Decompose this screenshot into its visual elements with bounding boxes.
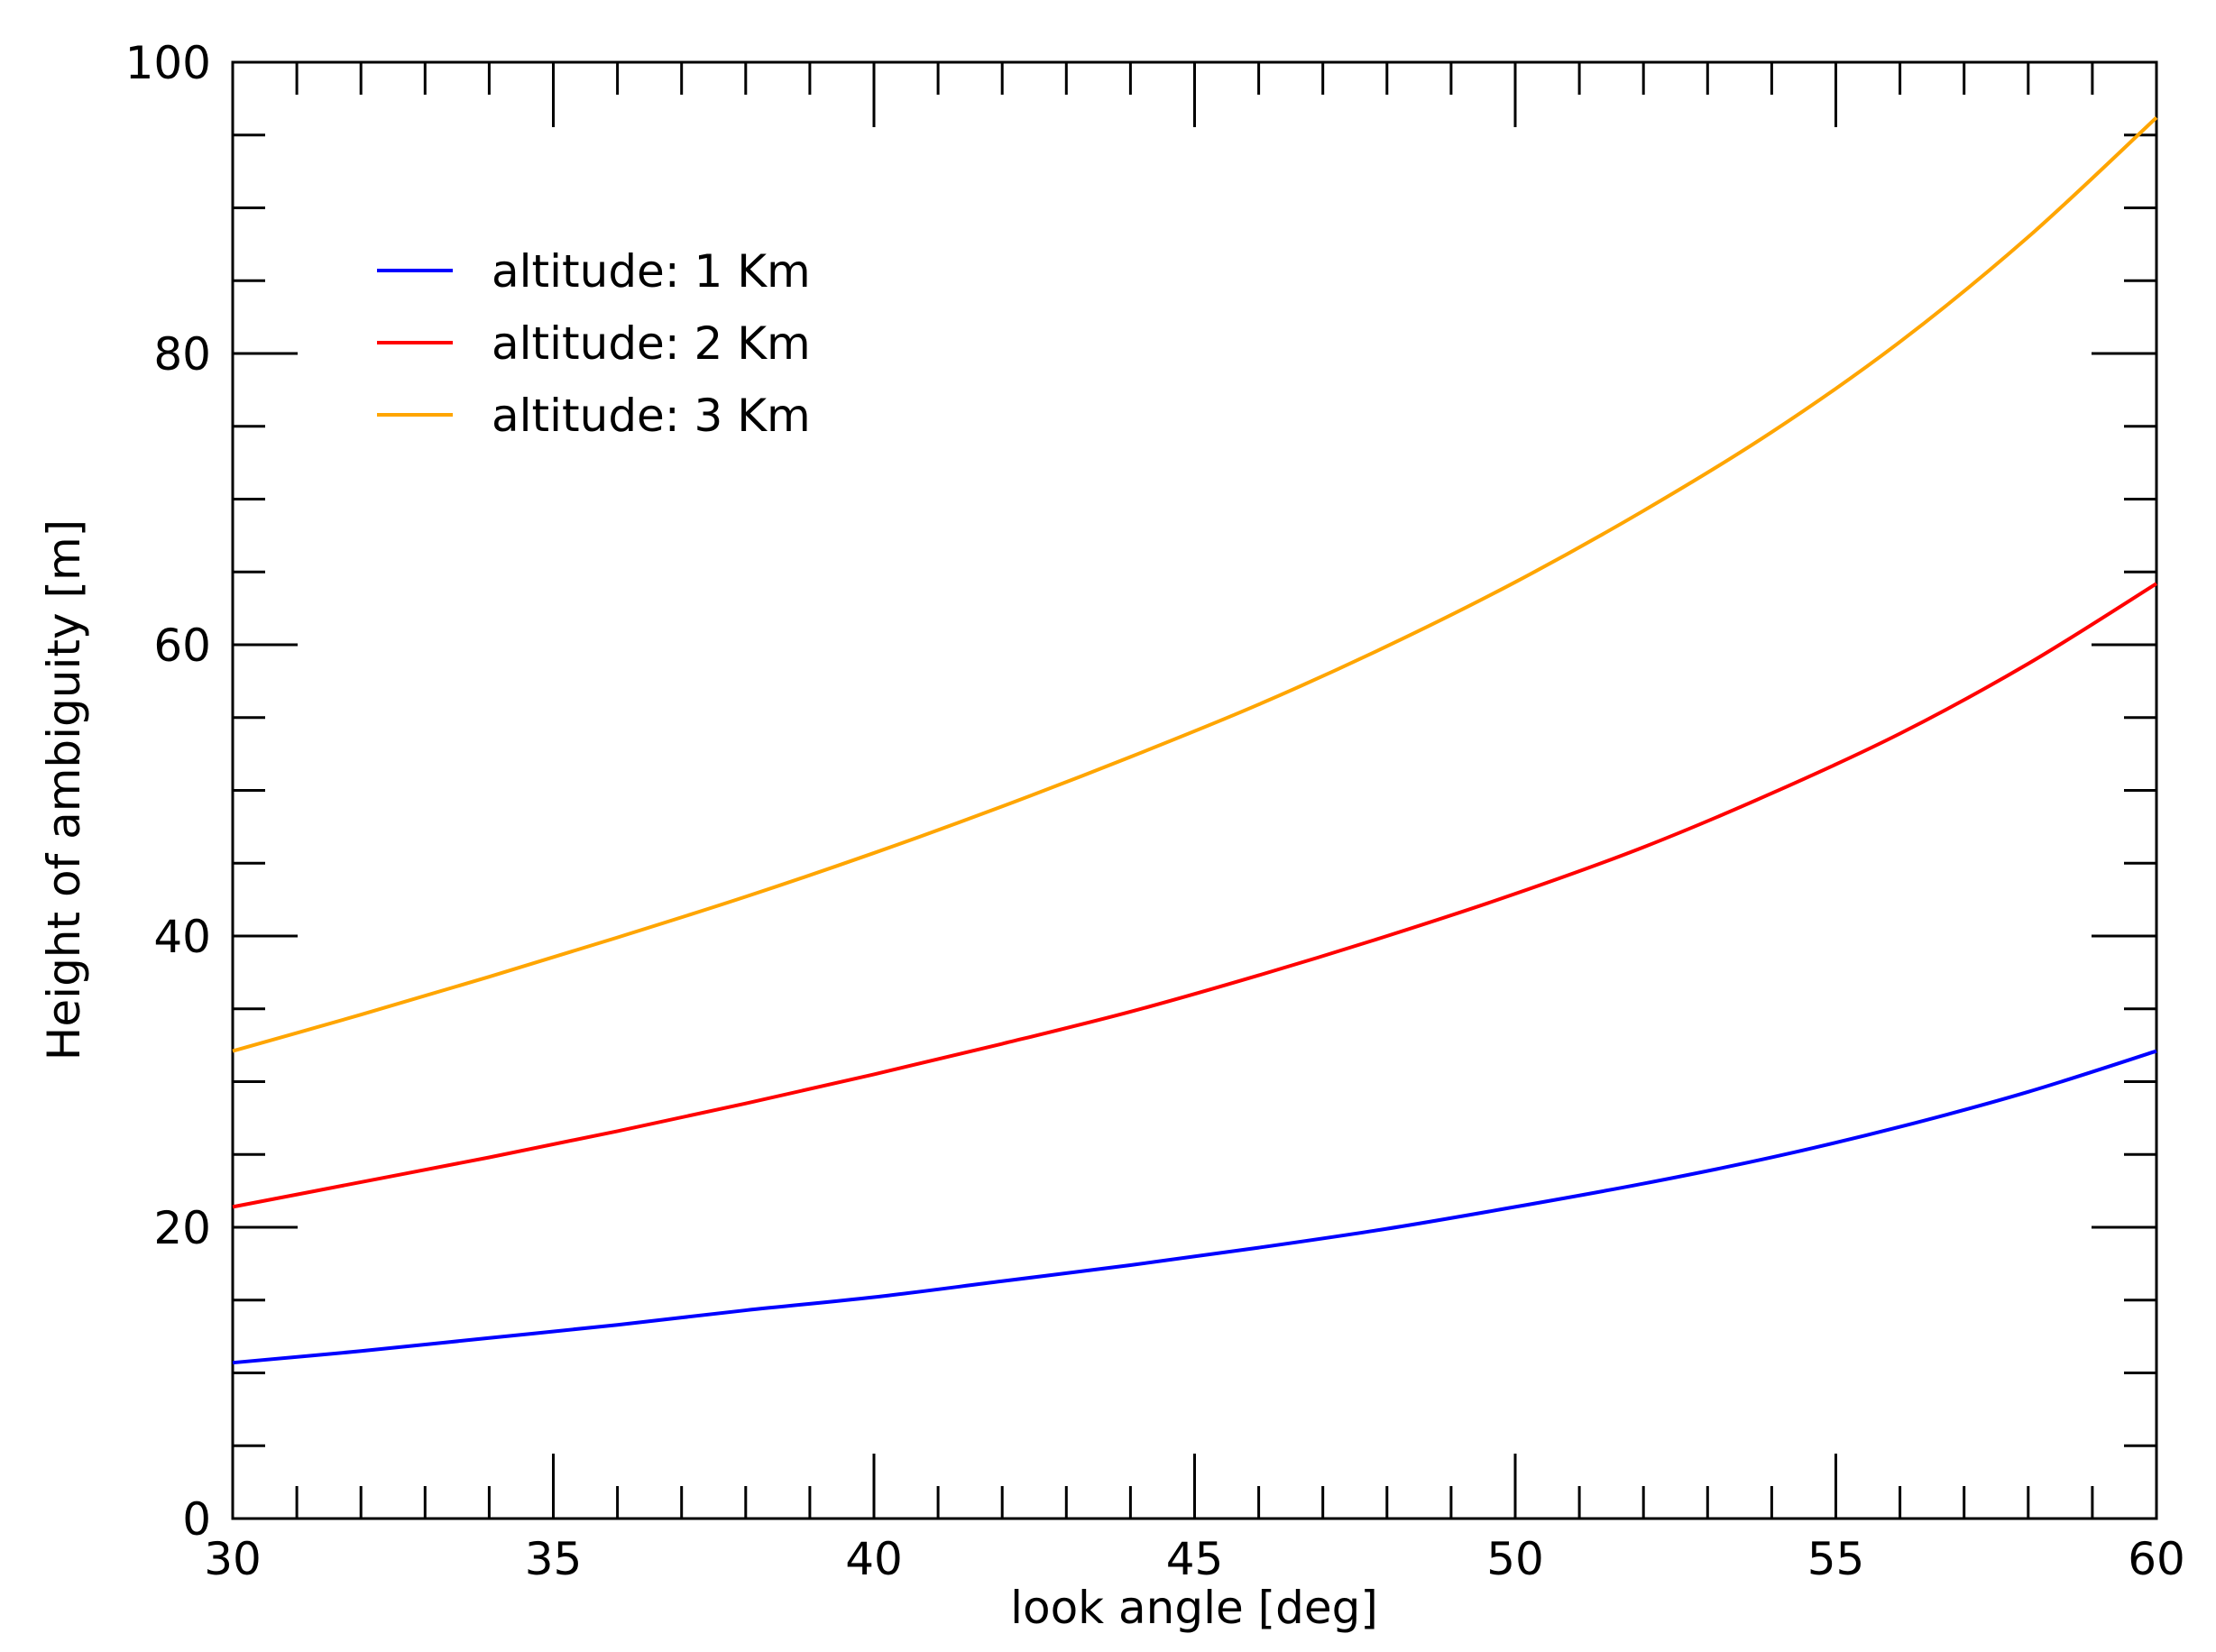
x-tick-label: 35 [525,1533,583,1585]
axis-ticks [231,60,2158,1520]
x-axis-label: look angle [deg] [1010,1582,1378,1634]
legend-label: altitude: 3 Km [492,390,811,442]
tick-labels: 30 35 40 45 50 55 60 0 20 40 60 80 100 [125,37,2185,1585]
x-tick-label: 30 [204,1533,262,1585]
y-tick-label: 20 [153,1202,211,1254]
y-tick-label: 60 [153,620,211,672]
x-tick-label: 45 [1166,1533,1224,1585]
legend: altitude: 1 Km altitude: 2 Km altitude: 3 … [377,245,811,442]
legend-label: altitude: 1 Km [492,245,811,298]
y-tick-label: 80 [153,328,211,381]
y-axis-label: Height of ambiguity [m] [38,519,90,1060]
series-line [232,582,2158,1209]
y-tick-label: 100 [125,37,211,89]
series-line [232,1049,2157,1365]
x-tick-label: 55 [1807,1533,1865,1585]
y-tick-label: 0 [182,1493,211,1546]
y-tick-label: 40 [153,911,211,963]
series-layer [232,115,2158,1365]
legend-label: altitude: 2 Km [492,317,811,370]
series-line [232,115,2158,1053]
x-tick-label: 40 [845,1533,903,1585]
x-tick-label: 50 [1486,1533,1544,1585]
x-tick-label: 60 [2128,1533,2185,1585]
